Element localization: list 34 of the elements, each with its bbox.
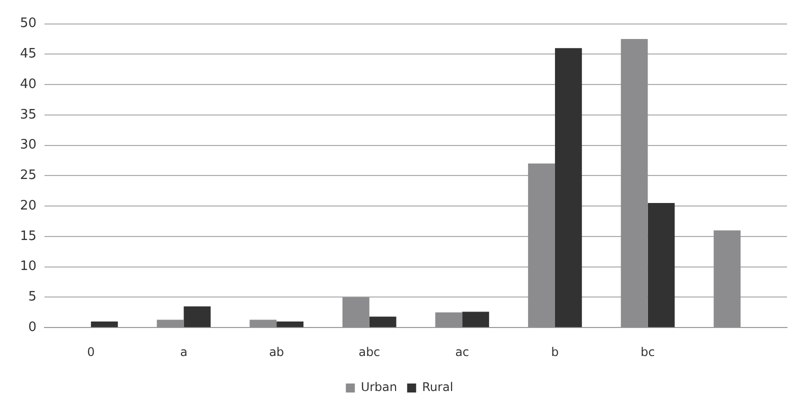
bar: [435, 312, 462, 328]
y-tick-label: 40: [20, 76, 37, 92]
bar: [648, 203, 675, 328]
bar: [342, 297, 370, 328]
y-tick-label: 5: [28, 290, 37, 305]
y-tick-label: 15: [20, 228, 37, 244]
bar: [156, 320, 184, 328]
bar: [554, 48, 582, 328]
y-tick-label: 10: [20, 259, 37, 274]
x-tick-label: a: [180, 344, 188, 359]
bar: [276, 322, 304, 328]
bar: [714, 230, 741, 328]
y-tick-label: 25: [20, 168, 37, 184]
x-tick-label: abc: [358, 344, 380, 359]
x-tick-label: b: [551, 344, 559, 359]
bar: [462, 312, 490, 328]
bar: [184, 306, 211, 328]
y-tick-label: 45: [20, 46, 37, 62]
y-tick-label: 20: [20, 198, 37, 214]
bar: [620, 38, 648, 328]
y-tick-label: 50: [20, 16, 37, 32]
legend-label: Rural: [422, 380, 454, 394]
x-tick-label: ac: [455, 344, 470, 359]
x-tick-label: 0: [87, 344, 95, 359]
bar: [528, 164, 555, 328]
bar: [250, 320, 277, 328]
bar: [90, 322, 118, 328]
legend-label: Urban: [360, 380, 398, 394]
x-tick-label: bc: [640, 344, 655, 359]
bar: [369, 316, 396, 328]
y-tick-label: 35: [20, 107, 37, 122]
x-tick-label: ab: [269, 344, 284, 359]
y-tick-label: 30: [20, 138, 37, 153]
y-tick-label: 0: [28, 320, 37, 335]
